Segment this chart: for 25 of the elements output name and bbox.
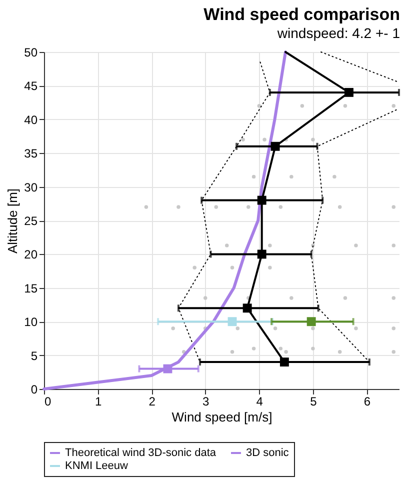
x-tick-label: 6: [364, 394, 371, 408]
legend-label: 3D sonic: [246, 447, 290, 459]
y-axis-title: Altitude [m]: [5, 188, 20, 254]
x-tick-label: 5: [310, 394, 318, 408]
y-tick-label: 50: [24, 46, 38, 60]
y-tick-label: 15: [24, 281, 38, 296]
y-tick-label: 20: [24, 248, 38, 262]
y-tick-label: 5: [30, 348, 38, 363]
x-tick-label: 4: [256, 394, 264, 408]
chart-title: Wind speed comparison: [204, 5, 400, 24]
x-axis-title: Wind speed [m/s]: [172, 410, 272, 424]
x-tick-label: 0: [44, 394, 52, 408]
y-tick-label: 0: [30, 382, 38, 396]
legend-label: Theoretical wind 3D-sonic data: [65, 447, 217, 459]
x-tick-label: 2: [148, 394, 156, 408]
y-tick-label: 30: [24, 180, 38, 194]
x-tick-label: 3: [202, 394, 210, 408]
y-tick-label: 45: [24, 79, 38, 94]
chart-subtitle: windspeed: 4.2 +- 1: [276, 25, 400, 41]
x-tick-label: 1: [94, 394, 102, 408]
y-tick-label: 40: [24, 112, 38, 127]
legend-label: KNMI Leeuw: [65, 460, 128, 472]
y-tick-label: 35: [24, 146, 38, 161]
y-tick-label: 25: [24, 214, 38, 228]
y-tick-label: 10: [24, 315, 38, 330]
